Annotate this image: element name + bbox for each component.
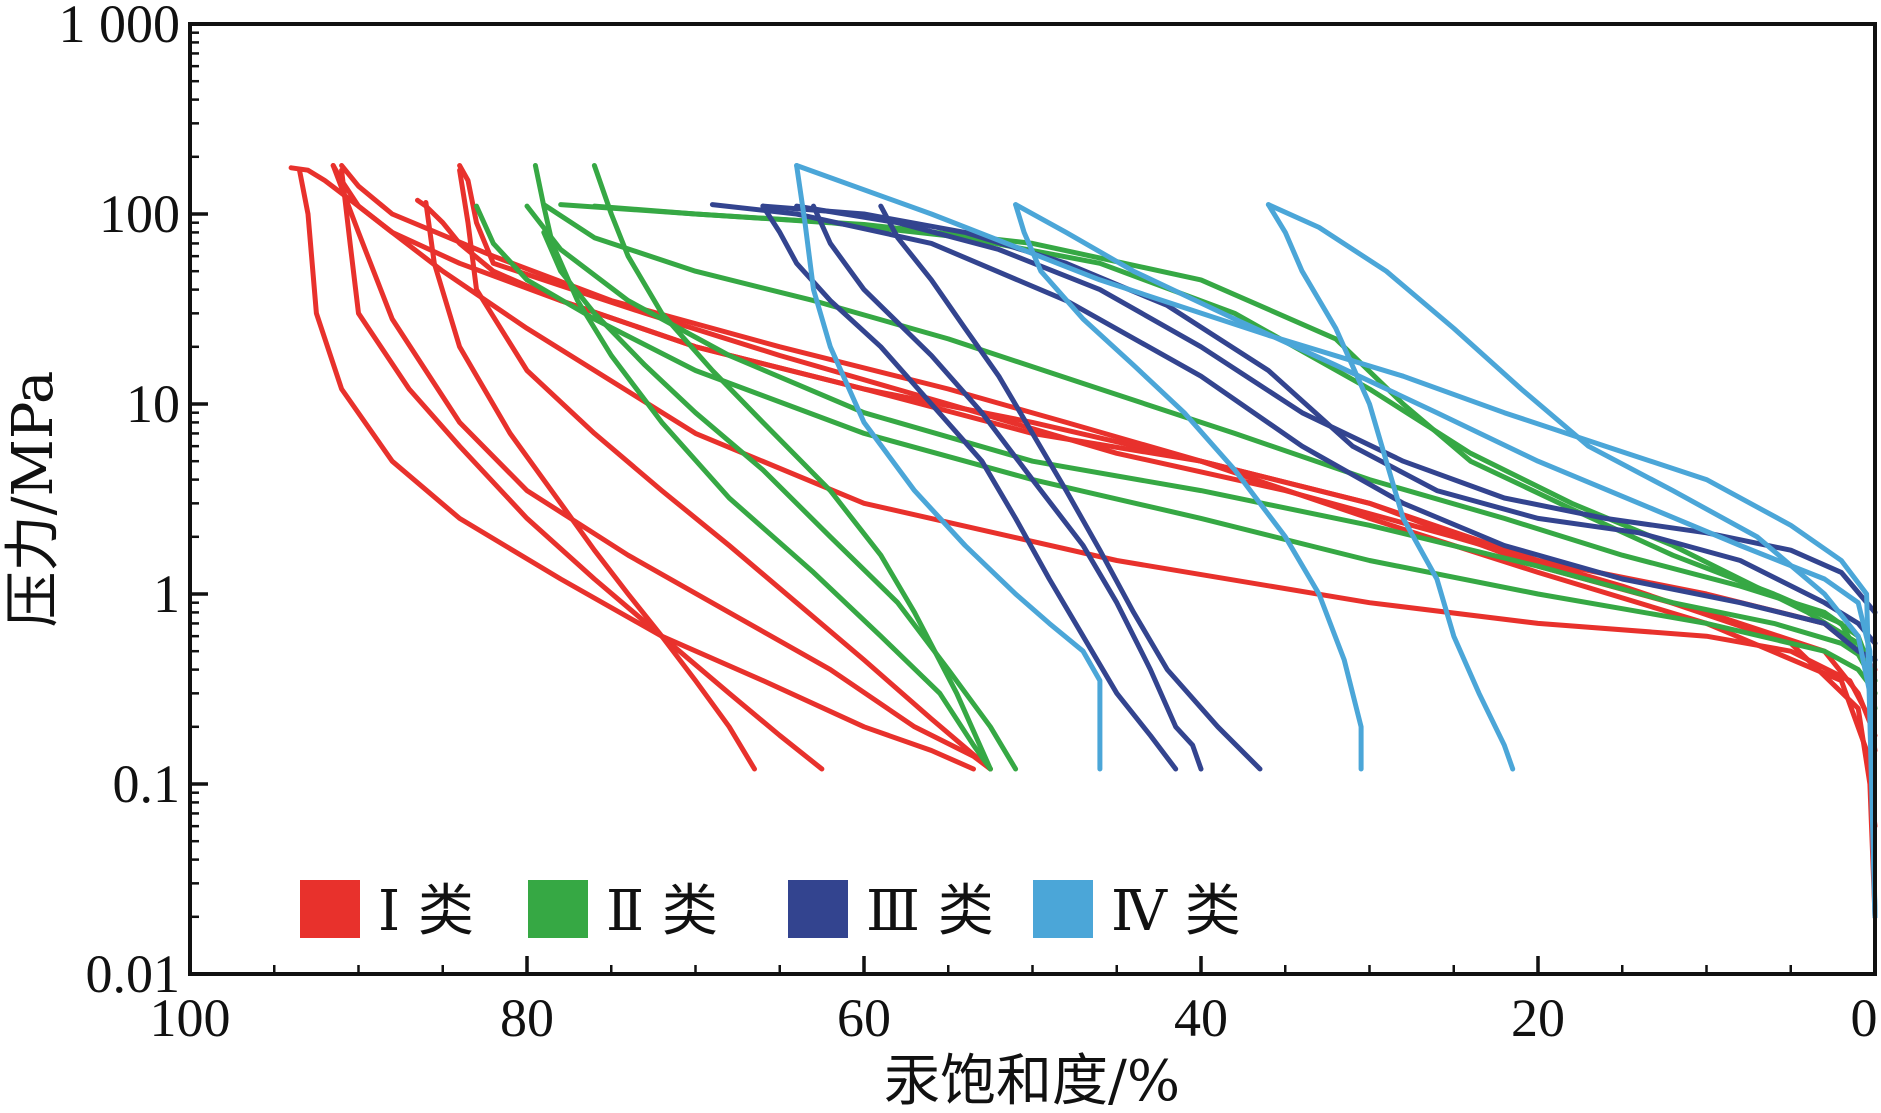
x-axis-title: 汞饱和度/% bbox=[884, 1049, 1180, 1113]
curve-23 bbox=[811, 203, 1204, 772]
curve-30 bbox=[1265, 202, 1516, 772]
legend-swatch bbox=[528, 880, 588, 938]
curve-8 bbox=[339, 167, 825, 772]
curve-3 bbox=[339, 163, 1878, 829]
x-tick-label: 20 bbox=[1511, 988, 1565, 1048]
plot-frame bbox=[188, 22, 1877, 976]
curve-10 bbox=[457, 167, 993, 772]
curve-25 bbox=[1013, 202, 1878, 920]
y-tick-label: 1 000 bbox=[59, 0, 181, 54]
x-tick-label: 80 bbox=[500, 988, 554, 1048]
curve-28 bbox=[794, 163, 1103, 772]
curve-12 bbox=[524, 203, 1878, 696]
legend-label: Ⅲ 类 bbox=[866, 879, 994, 944]
legend: Ⅰ 类 Ⅱ 类 Ⅲ 类 Ⅳ 类 bbox=[300, 879, 1241, 944]
x-tick-label: 60 bbox=[837, 988, 891, 1048]
x-tick-label: 100 bbox=[150, 988, 231, 1048]
legend-label: Ⅱ 类 bbox=[606, 879, 718, 944]
curve-24 bbox=[878, 203, 1263, 772]
curve-29 bbox=[1013, 202, 1364, 772]
legend-label: Ⅰ 类 bbox=[378, 879, 474, 944]
legend-label: Ⅳ 类 bbox=[1111, 879, 1241, 944]
y-axis: 1 000 100 10 1 0.1 0.01 bbox=[59, 0, 208, 1004]
y-axis-title: 压力/MPa bbox=[1, 371, 66, 628]
curve-9 bbox=[423, 200, 757, 772]
curve-layer bbox=[288, 163, 1878, 920]
legend-swatch bbox=[1033, 880, 1093, 938]
legend-swatch bbox=[788, 880, 848, 938]
curve-18 bbox=[541, 229, 1019, 772]
y-tick-label: 1 bbox=[153, 564, 180, 624]
curve-21 bbox=[794, 203, 1878, 615]
curve-19 bbox=[709, 202, 1878, 663]
x-axis: 100 80 60 40 20 0 bbox=[150, 956, 1878, 1048]
curve-16 bbox=[532, 163, 993, 772]
y-tick-label: 0.01 bbox=[86, 944, 181, 1004]
x-tick-label: 0 bbox=[1851, 988, 1878, 1048]
y-tick-label: 10 bbox=[126, 374, 180, 434]
x-tick-label: 40 bbox=[1174, 988, 1228, 1048]
legend-swatch bbox=[300, 880, 360, 938]
curve-11 bbox=[474, 203, 1878, 696]
curve-7 bbox=[330, 163, 993, 772]
y-tick-label: 100 bbox=[99, 184, 180, 244]
curve-22 bbox=[760, 203, 1179, 772]
curve-20 bbox=[760, 203, 1878, 646]
y-tick-label: 0.1 bbox=[113, 754, 181, 814]
curve-27 bbox=[794, 163, 1878, 920]
curve-6 bbox=[297, 167, 976, 772]
curve-26 bbox=[1265, 202, 1878, 920]
curve-4 bbox=[415, 197, 1878, 738]
